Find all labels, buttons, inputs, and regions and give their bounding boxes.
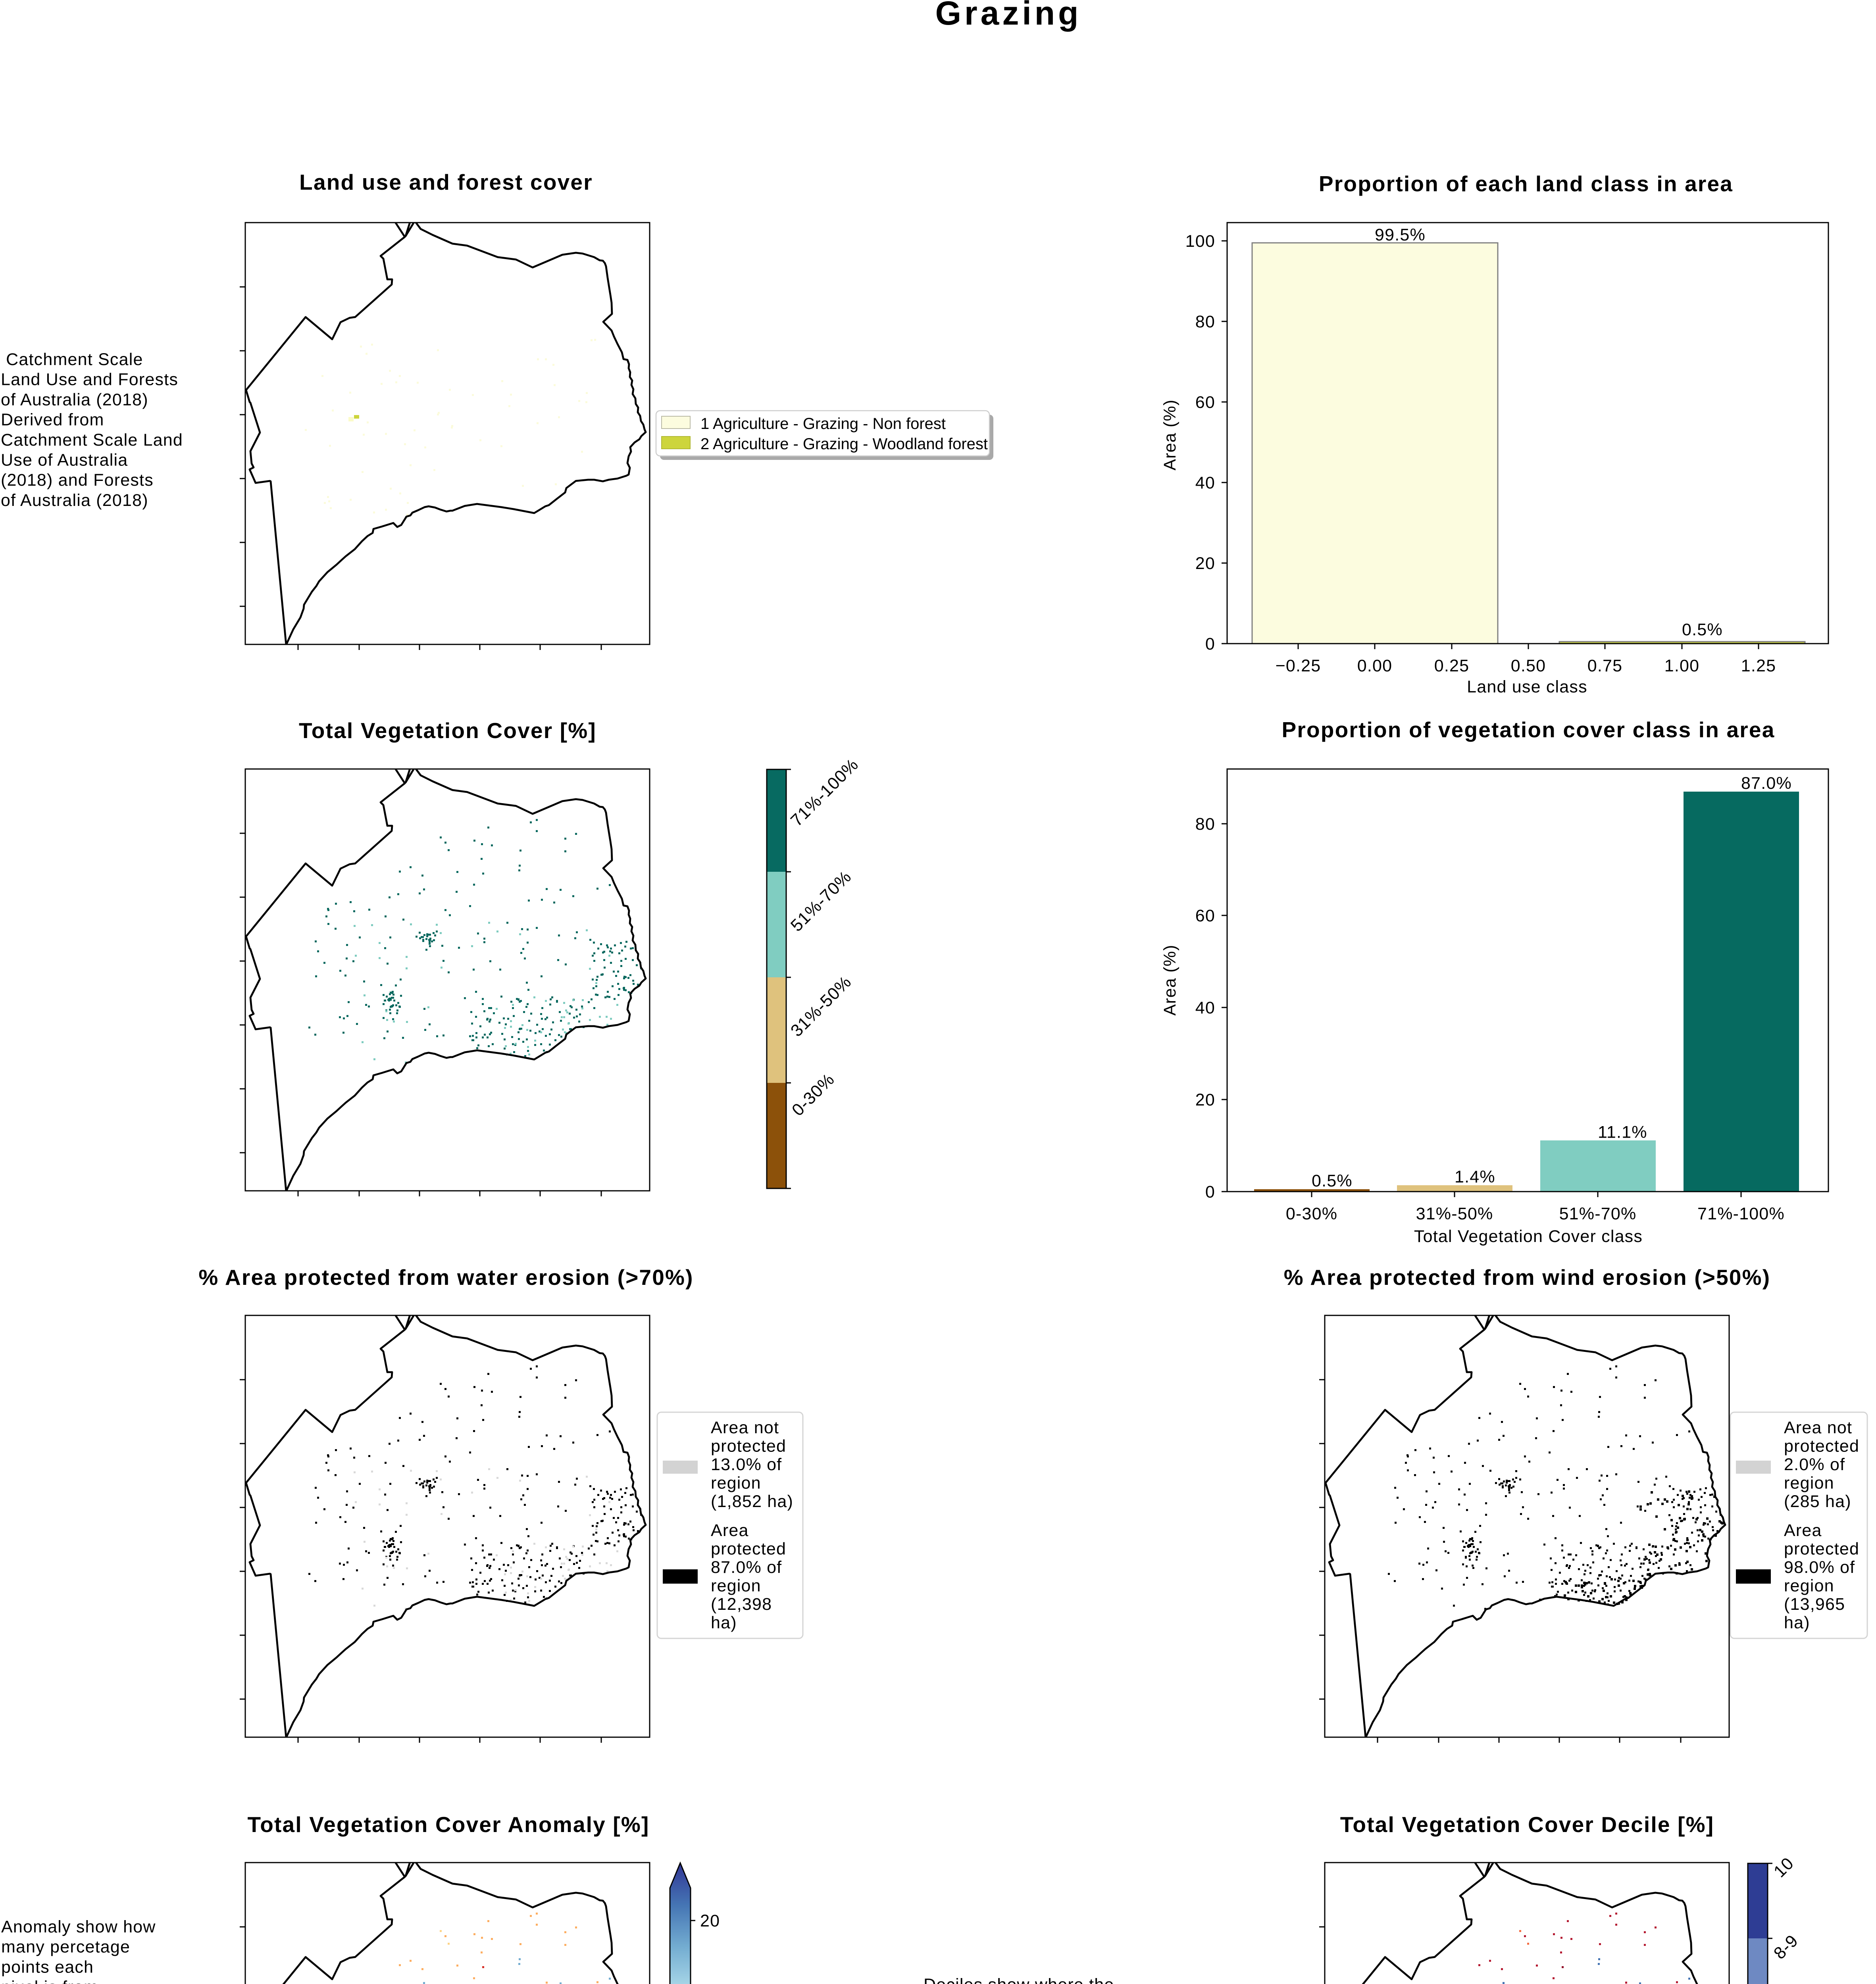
svg-text:80: 80 — [1195, 312, 1215, 331]
svg-text:(13,965: (13,965 — [1784, 1595, 1845, 1614]
svg-text:protected: protected — [1784, 1540, 1859, 1559]
svg-text:13.0% of: 13.0% of — [711, 1455, 782, 1474]
svg-text:(12,398: (12,398 — [711, 1595, 772, 1614]
svg-text:1.00: 1.00 — [1664, 656, 1700, 675]
svg-text:31%-50%: 31%-50% — [1416, 1204, 1493, 1223]
svg-text:51%-70%: 51%-70% — [1559, 1204, 1637, 1223]
svg-text:pixel is from: pixel is from — [1, 1978, 98, 1984]
svg-text:region: region — [1784, 1474, 1834, 1493]
svg-text:20: 20 — [700, 1911, 720, 1930]
svg-text:points each: points each — [1, 1957, 94, 1976]
svg-text:Derived from: Derived from — [1, 410, 104, 429]
svg-text:71%-100%: 71%-100% — [1697, 1204, 1785, 1223]
svg-text:2 Agriculture - Grazing - Wood: 2 Agriculture - Grazing - Woodland fores… — [700, 435, 988, 453]
svg-text:Area (%): Area (%) — [1160, 399, 1179, 470]
svg-text:protected: protected — [711, 1437, 786, 1456]
svg-text:0: 0 — [1205, 1182, 1215, 1202]
svg-text:Proportion of vegetation cover: Proportion of vegetation cover class in … — [1282, 717, 1775, 742]
svg-text:0.25: 0.25 — [1434, 656, 1470, 675]
svg-text:ha): ha) — [711, 1613, 737, 1632]
svg-text:Land use and forest cover: Land use and forest cover — [299, 170, 593, 194]
svg-text:Area: Area — [711, 1521, 749, 1540]
svg-text:Catchment Scale: Catchment Scale — [1, 350, 143, 369]
svg-text:2.0% of: 2.0% of — [1784, 1455, 1845, 1474]
svg-text:0.50: 0.50 — [1511, 656, 1546, 675]
svg-text:−0.25: −0.25 — [1276, 656, 1321, 675]
svg-text:0.75: 0.75 — [1587, 656, 1623, 675]
svg-text:(285 ha): (285 ha) — [1784, 1492, 1851, 1511]
svg-text:Catchment Scale Land: Catchment Scale Land — [1, 431, 183, 450]
svg-text:0-30%: 0-30% — [1286, 1204, 1337, 1223]
svg-text:Total Vegetation Cover Decile: Total Vegetation Cover Decile [%] — [1340, 1812, 1714, 1837]
svg-text:Area not: Area not — [711, 1418, 779, 1437]
svg-text:20: 20 — [1195, 1090, 1215, 1109]
svg-text:0.5%: 0.5% — [1682, 620, 1723, 639]
svg-text:Area (%): Area (%) — [1160, 944, 1179, 1015]
svg-text:Area not: Area not — [1784, 1418, 1852, 1437]
svg-text:0.00: 0.00 — [1357, 656, 1393, 675]
svg-text:0.5%: 0.5% — [1312, 1171, 1353, 1190]
svg-text:Land Use and Forests: Land Use and Forests — [1, 370, 178, 389]
svg-text:ha): ha) — [1784, 1613, 1810, 1632]
svg-text:protected: protected — [1784, 1437, 1859, 1456]
svg-text:100: 100 — [1185, 232, 1215, 251]
svg-text:Anomaly show how: Anomaly show how — [1, 1917, 156, 1936]
svg-text:1.25: 1.25 — [1741, 656, 1776, 675]
svg-text:1 Agriculture - Grazing - Non: 1 Agriculture - Grazing - Non forest — [700, 415, 946, 433]
svg-text:Land use class: Land use class — [1467, 677, 1587, 696]
svg-text:0: 0 — [1205, 634, 1215, 654]
svg-text:(2018) and Forests: (2018) and Forests — [1, 471, 154, 490]
svg-text:60: 60 — [1195, 906, 1215, 925]
svg-text:11.1%: 11.1% — [1598, 1123, 1647, 1142]
svg-text:of Australia (2018): of Australia (2018) — [1, 390, 148, 409]
svg-text:1.4%: 1.4% — [1455, 1167, 1495, 1186]
svg-text:region: region — [1784, 1576, 1834, 1596]
svg-text:Proportion of each land class: Proportion of each land class in area — [1319, 171, 1733, 196]
svg-text:protected: protected — [711, 1540, 786, 1559]
svg-text:region: region — [711, 1474, 761, 1493]
svg-text:60: 60 — [1195, 393, 1215, 412]
svg-text:40: 40 — [1195, 998, 1215, 1017]
svg-text:Grazing: Grazing — [935, 0, 1082, 32]
svg-text:(1,852 ha): (1,852 ha) — [711, 1492, 793, 1511]
svg-text:87.0%: 87.0% — [1741, 774, 1792, 793]
svg-text:Total Vegetation Cover class: Total Vegetation Cover class — [1414, 1227, 1643, 1246]
svg-text:Total Vegetation Cover [%]: Total Vegetation Cover [%] — [299, 718, 596, 743]
svg-text:80: 80 — [1195, 815, 1215, 834]
svg-text:99.5%: 99.5% — [1375, 225, 1426, 244]
svg-text:region: region — [711, 1576, 761, 1596]
svg-text:98.0% of: 98.0% of — [1784, 1558, 1855, 1577]
svg-text:many percetage: many percetage — [1, 1938, 130, 1957]
svg-text:Use of Australia: Use of Australia — [1, 451, 128, 470]
svg-text:20: 20 — [1195, 554, 1215, 573]
svg-text:of Australia (2018): of Australia (2018) — [1, 491, 148, 510]
svg-text:% Area protected from water er: % Area protected from water erosion (>70… — [198, 1265, 693, 1290]
svg-text:87.0% of: 87.0% of — [711, 1558, 782, 1577]
svg-text:Area: Area — [1784, 1521, 1822, 1540]
svg-text:40: 40 — [1195, 473, 1215, 492]
svg-text:% Area protected from wind ero: % Area protected from wind erosion (>50%… — [1284, 1265, 1771, 1290]
svg-text:Deciles show where the: Deciles show where the — [924, 1975, 1114, 1984]
svg-text:Total Vegetation Cover Anomaly: Total Vegetation Cover Anomaly [%] — [248, 1812, 650, 1837]
